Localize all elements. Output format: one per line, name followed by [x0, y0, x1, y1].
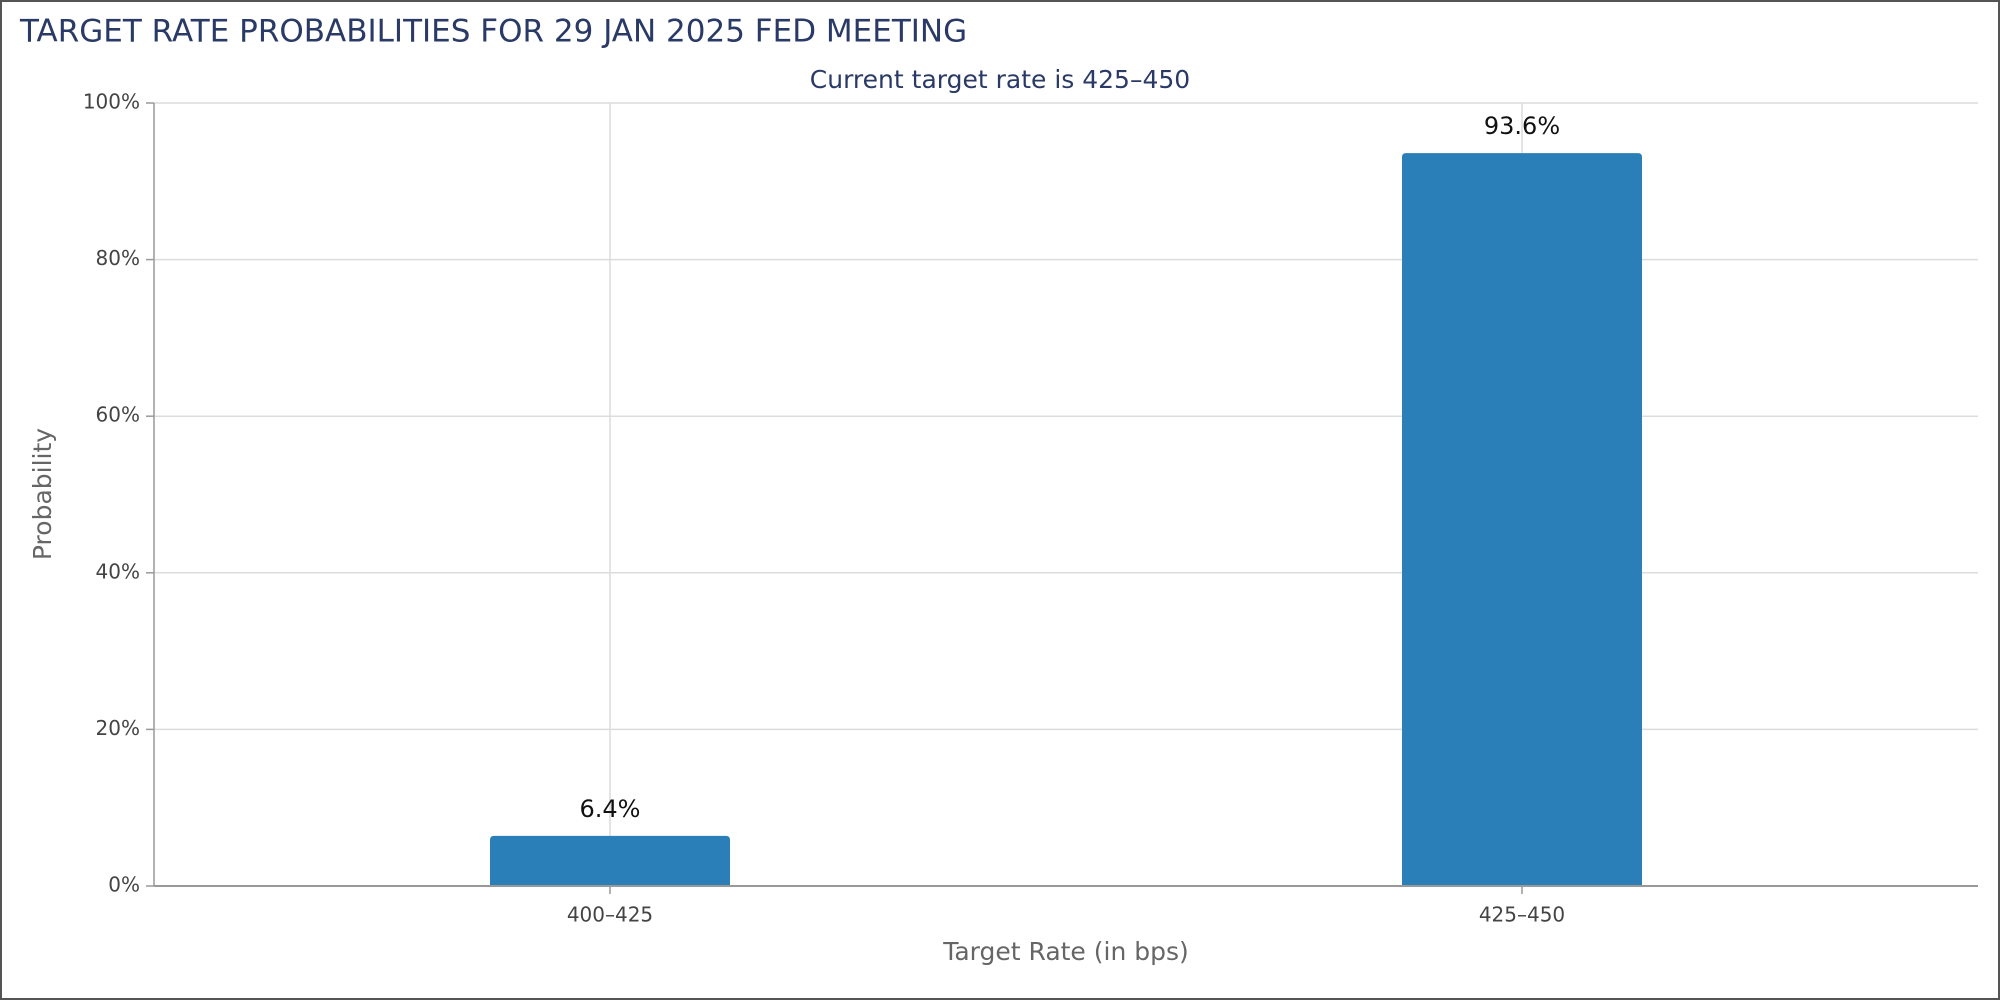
y-tick-label: 60% [96, 403, 140, 427]
y-tick-label: 0% [108, 873, 140, 897]
y-tick-label: 80% [96, 246, 140, 270]
bar [1402, 153, 1642, 886]
x-tick-label: 400–425 [567, 903, 653, 927]
value-label: 6.4% [580, 795, 641, 823]
y-tick-label: 100% [83, 90, 140, 114]
y-axis-label: Probability [28, 428, 57, 560]
bar [490, 835, 730, 886]
chart-subtitle: Current target rate is 425–450 [810, 65, 1190, 94]
x-tick-label: 425–450 [1479, 903, 1565, 927]
chart-title: TARGET RATE PROBABILITIES FOR 29 JAN 202… [19, 14, 967, 50]
y-tick-label: 40% [96, 559, 140, 583]
y-tick-label: 20% [96, 716, 140, 740]
x-axis-label: Target Rate (in bps) [942, 937, 1189, 966]
value-label: 93.6% [1484, 112, 1560, 140]
